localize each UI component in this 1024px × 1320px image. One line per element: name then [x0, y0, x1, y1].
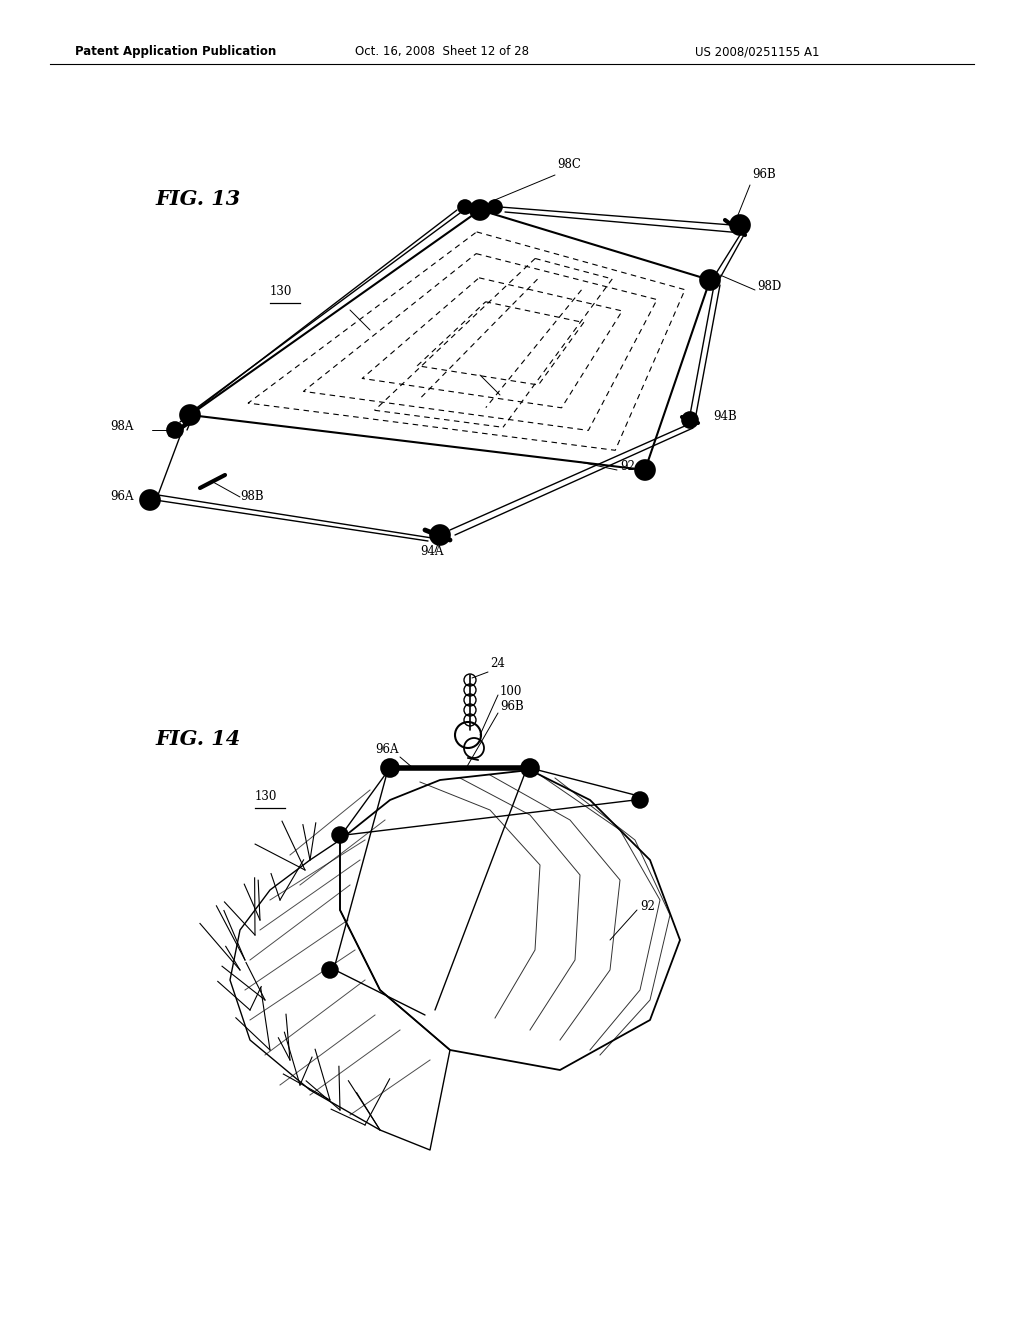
- Text: 130: 130: [255, 789, 278, 803]
- Circle shape: [470, 201, 490, 220]
- Text: 92: 92: [640, 900, 655, 913]
- Text: 96B: 96B: [500, 700, 523, 713]
- Text: 92: 92: [620, 459, 635, 473]
- Text: 94A: 94A: [420, 545, 443, 558]
- Text: Patent Application Publication: Patent Application Publication: [75, 45, 276, 58]
- Text: FIG. 13: FIG. 13: [155, 189, 241, 209]
- Circle shape: [488, 201, 502, 214]
- Circle shape: [430, 525, 450, 545]
- Circle shape: [336, 832, 344, 840]
- Text: 98A: 98A: [110, 420, 133, 433]
- Circle shape: [322, 962, 338, 978]
- Text: 96A: 96A: [110, 490, 133, 503]
- Circle shape: [730, 215, 750, 235]
- Circle shape: [185, 411, 195, 420]
- Circle shape: [171, 426, 179, 434]
- Text: 96A: 96A: [375, 743, 398, 756]
- Circle shape: [435, 531, 445, 540]
- Circle shape: [385, 763, 395, 774]
- Text: 98B: 98B: [240, 490, 263, 503]
- Text: 98C: 98C: [557, 158, 581, 172]
- Text: 100: 100: [500, 685, 522, 698]
- Text: 94B: 94B: [713, 411, 736, 422]
- Circle shape: [461, 203, 469, 211]
- Circle shape: [332, 828, 348, 843]
- Circle shape: [145, 495, 155, 506]
- Circle shape: [326, 966, 334, 974]
- Circle shape: [632, 792, 648, 808]
- Circle shape: [490, 203, 499, 211]
- Circle shape: [686, 416, 694, 424]
- Text: FIG. 14: FIG. 14: [155, 729, 241, 748]
- Circle shape: [458, 201, 472, 214]
- Circle shape: [521, 759, 539, 777]
- Circle shape: [705, 275, 715, 285]
- Circle shape: [700, 271, 720, 290]
- Text: 98D: 98D: [757, 280, 781, 293]
- Circle shape: [167, 422, 183, 438]
- Text: 96B: 96B: [752, 168, 776, 181]
- Circle shape: [475, 205, 485, 215]
- Circle shape: [735, 220, 745, 230]
- Circle shape: [525, 763, 535, 774]
- Text: US 2008/0251155 A1: US 2008/0251155 A1: [695, 45, 819, 58]
- Circle shape: [640, 465, 650, 475]
- Text: 24: 24: [490, 657, 505, 671]
- Text: Oct. 16, 2008  Sheet 12 of 28: Oct. 16, 2008 Sheet 12 of 28: [355, 45, 529, 58]
- Circle shape: [381, 759, 399, 777]
- Circle shape: [140, 490, 160, 510]
- Circle shape: [180, 405, 200, 425]
- Text: 130: 130: [270, 285, 293, 298]
- Circle shape: [635, 459, 655, 480]
- Circle shape: [636, 796, 644, 804]
- Circle shape: [682, 412, 698, 428]
